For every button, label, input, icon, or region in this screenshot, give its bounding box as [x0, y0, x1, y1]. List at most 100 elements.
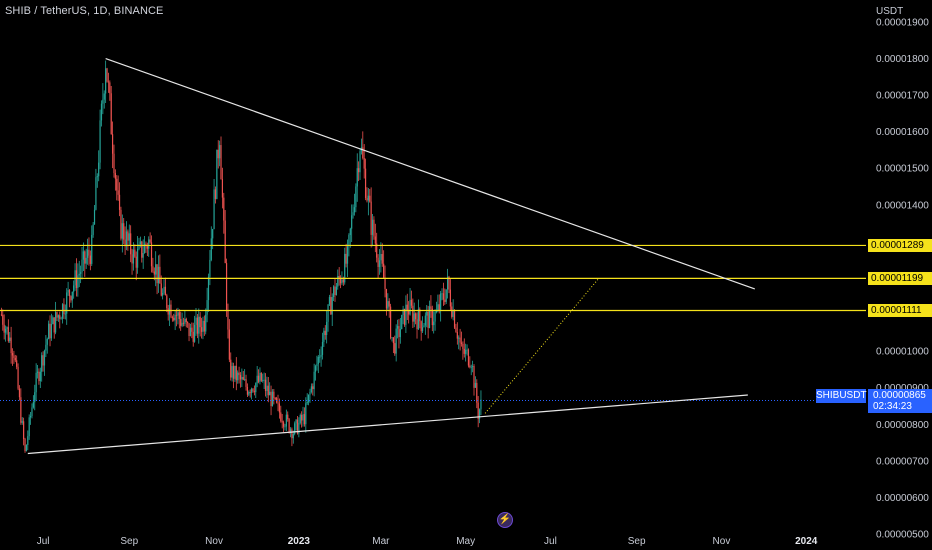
time-axis[interactable]: Jul Sep Nov 2023 Mar May Jul Sep Nov 2024 — [37, 536, 818, 547]
y-tick-label: 0.00001400 — [876, 200, 929, 211]
candle-body — [2, 314, 4, 325]
candle-body — [205, 314, 207, 332]
candle-body — [313, 371, 315, 390]
candle-body — [78, 273, 80, 276]
candle-body — [185, 318, 187, 323]
candle-body — [317, 357, 319, 365]
candle-body — [206, 300, 208, 315]
candle-body — [385, 288, 388, 309]
candle-body — [327, 304, 329, 322]
candle-body — [199, 316, 201, 328]
candle-body — [224, 220, 226, 264]
candle-body — [478, 409, 481, 419]
candle-body — [16, 360, 18, 367]
candle-body — [23, 421, 25, 440]
candle-body — [189, 327, 192, 337]
candle-body — [364, 168, 367, 199]
candle-body — [41, 355, 43, 372]
candle-body — [388, 301, 390, 307]
candle-body — [195, 317, 197, 325]
candle-body — [378, 260, 381, 267]
candle-body — [298, 422, 300, 434]
candle-body — [182, 322, 185, 324]
candle-body — [200, 327, 203, 332]
level-price-tag: 0.00001289 — [868, 238, 932, 252]
candle-body — [11, 353, 14, 356]
y-tick-label: 0.00001800 — [876, 54, 929, 65]
candle-body — [455, 327, 457, 333]
y-tick-label: 0.00000700 — [876, 456, 929, 467]
candle-body — [460, 342, 463, 344]
candle-body — [18, 388, 21, 398]
candle-body — [269, 391, 271, 396]
candle-body — [390, 306, 392, 338]
candle-body — [196, 317, 198, 334]
candle-body — [383, 263, 385, 278]
candle-body — [52, 317, 54, 324]
candle-body — [341, 279, 343, 284]
candle-body — [127, 231, 129, 241]
trendline — [105, 57, 755, 290]
candle-body — [85, 257, 87, 264]
candle-body — [394, 343, 396, 354]
candle-body — [227, 310, 229, 330]
candle-body — [117, 190, 119, 195]
candle-body — [433, 321, 435, 326]
candle-body — [43, 350, 46, 366]
trendline — [27, 394, 748, 455]
candle-body — [221, 179, 224, 198]
candle-body — [330, 297, 332, 315]
candle-body — [256, 375, 258, 384]
candle-body — [345, 253, 347, 264]
current-price-tag: 0.00000865 02:34:23 — [868, 389, 932, 413]
candle-body — [367, 195, 369, 201]
candle-body — [377, 257, 379, 267]
candle-body — [271, 391, 274, 407]
candle-body — [448, 276, 450, 290]
candle-body — [289, 429, 292, 433]
candle-body — [194, 324, 196, 342]
candle-body — [252, 388, 254, 392]
candle-body — [314, 366, 317, 372]
candle-body — [403, 308, 406, 325]
candle-body — [163, 286, 165, 293]
x-tick-label: Sep — [628, 536, 646, 547]
candle-body — [42, 355, 44, 366]
candle-body — [67, 290, 69, 293]
candle-body — [139, 241, 141, 245]
lightning-icon[interactable]: ⚡ — [497, 512, 513, 528]
candle-body — [93, 209, 96, 225]
candle-body — [212, 229, 214, 239]
level-price-tag: 0.00001111 — [868, 304, 932, 318]
candle-body — [213, 189, 215, 230]
candle-body — [113, 153, 115, 174]
candle-body — [412, 305, 414, 322]
candle-body — [328, 297, 331, 305]
candle-body — [46, 339, 48, 345]
y-tick-label: 0.00001700 — [876, 91, 929, 102]
candle-body — [27, 436, 29, 445]
candle-body — [392, 337, 394, 344]
candle-body — [70, 296, 72, 301]
symbol-tag: SHIBUSDT — [816, 389, 867, 403]
candle-body — [92, 224, 94, 235]
candle-body — [14, 357, 16, 361]
candle-body — [476, 382, 478, 403]
candle-body — [246, 386, 249, 395]
candle-body — [34, 392, 36, 403]
candle-body — [430, 306, 432, 309]
candle-body — [349, 228, 351, 235]
candle-body — [61, 304, 64, 319]
candle-body — [296, 419, 299, 434]
projection-path — [484, 277, 600, 414]
candle-body — [242, 377, 244, 380]
candle-body — [419, 309, 421, 322]
candle-body — [13, 355, 15, 358]
candle-body — [406, 304, 408, 311]
candle-body — [453, 311, 456, 328]
candle-body — [465, 349, 467, 354]
candle-body — [219, 145, 221, 159]
candle-body — [146, 246, 148, 249]
